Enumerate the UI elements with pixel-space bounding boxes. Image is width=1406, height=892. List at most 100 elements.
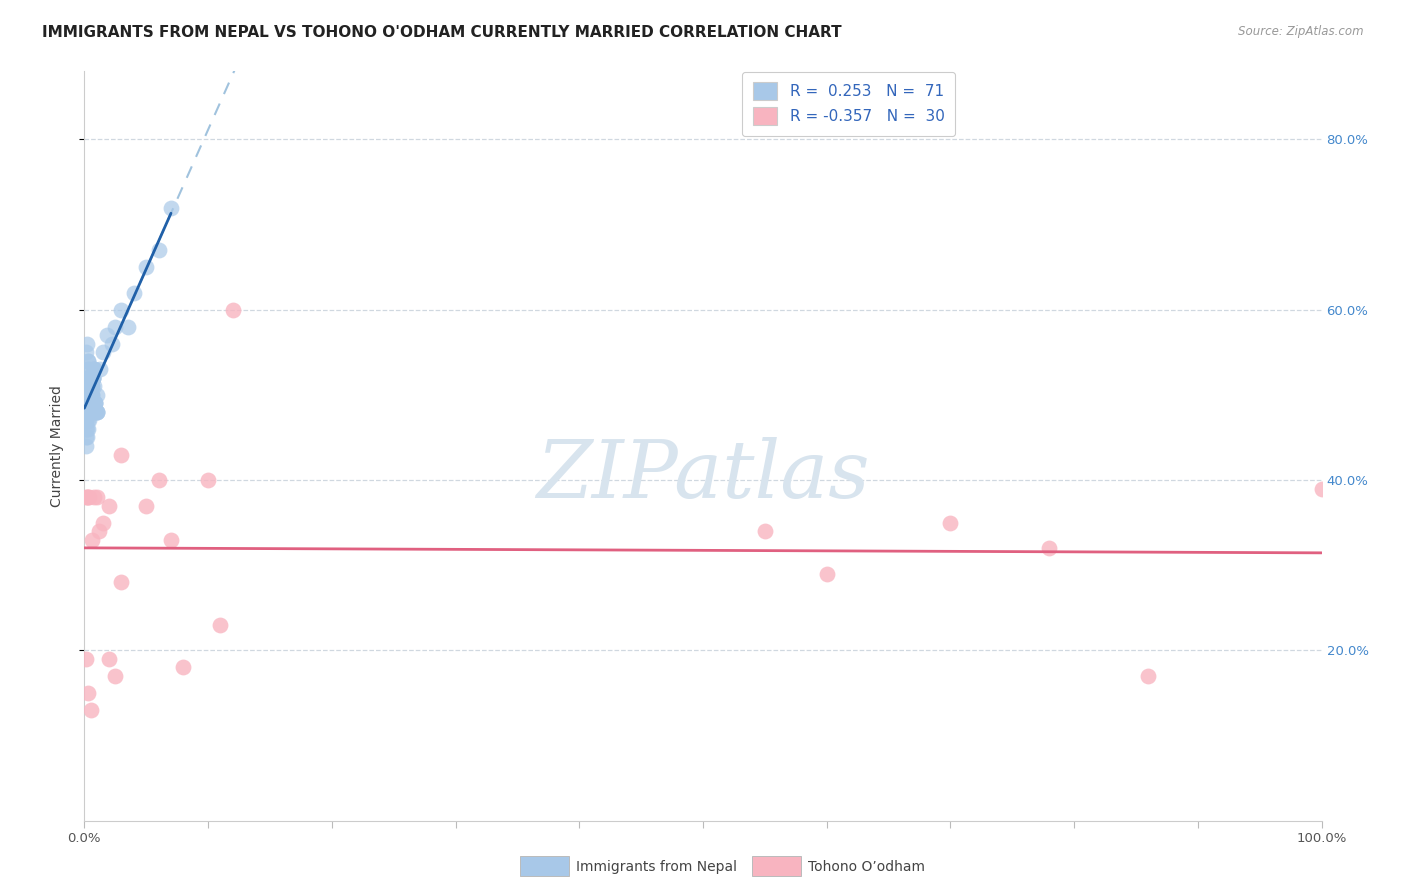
- Point: [76, 371, 98, 385]
- Point: [160, 533, 183, 547]
- Point: [82, 371, 104, 385]
- Point: [75, 430, 97, 444]
- Point: [80, 396, 103, 410]
- Point: [76, 490, 98, 504]
- Point: [80, 388, 103, 402]
- Point: [80, 379, 103, 393]
- Point: [79, 413, 101, 427]
- Point: [939, 516, 962, 530]
- Point: [76, 422, 98, 436]
- Point: [79, 703, 101, 717]
- Point: [77, 354, 100, 368]
- Point: [79, 388, 101, 402]
- Point: [77, 422, 100, 436]
- Point: [209, 617, 232, 632]
- Point: [83, 362, 105, 376]
- Point: [100, 336, 122, 351]
- Point: [75, 490, 97, 504]
- Point: [79, 388, 101, 402]
- Point: [122, 285, 145, 300]
- Point: [89, 362, 111, 376]
- Point: [80, 388, 103, 402]
- Point: [135, 260, 157, 275]
- Point: [89, 524, 111, 538]
- Point: [1038, 541, 1060, 556]
- Point: [82, 371, 104, 385]
- Point: [96, 328, 118, 343]
- Point: [75, 413, 97, 427]
- Point: [84, 396, 107, 410]
- Point: [77, 396, 100, 410]
- Point: [84, 396, 107, 410]
- Point: [75, 396, 97, 410]
- Point: [80, 533, 103, 547]
- Point: [82, 371, 104, 385]
- Point: [79, 490, 101, 504]
- Point: [135, 499, 157, 513]
- Point: [98, 652, 121, 666]
- Point: [76, 388, 98, 402]
- Point: [76, 362, 98, 376]
- Point: [79, 379, 101, 393]
- Point: [79, 371, 101, 385]
- Point: [75, 422, 97, 436]
- Point: [86, 405, 108, 419]
- Point: [75, 413, 97, 427]
- Point: [104, 669, 127, 683]
- Point: [77, 388, 100, 402]
- Point: [86, 405, 108, 419]
- Point: [79, 388, 101, 402]
- Point: [148, 243, 170, 257]
- Point: [86, 490, 108, 504]
- Point: [91, 345, 114, 359]
- Text: IMMIGRANTS FROM NEPAL VS TOHONO O'ODHAM CURRENTLY MARRIED CORRELATION CHART: IMMIGRANTS FROM NEPAL VS TOHONO O'ODHAM …: [42, 25, 842, 40]
- Point: [815, 566, 838, 581]
- Point: [77, 379, 100, 393]
- Point: [77, 490, 100, 504]
- Text: Tohono O’odham: Tohono O’odham: [808, 860, 925, 874]
- Point: [754, 524, 776, 538]
- Point: [80, 379, 103, 393]
- Point: [83, 362, 105, 376]
- Point: [75, 388, 97, 402]
- Point: [1137, 669, 1160, 683]
- Point: [86, 405, 108, 419]
- Point: [79, 362, 101, 376]
- Point: [84, 405, 107, 419]
- Point: [83, 490, 105, 504]
- Point: [77, 413, 100, 427]
- Point: [77, 405, 100, 419]
- Point: [79, 388, 101, 402]
- Point: [76, 405, 98, 419]
- Point: [75, 345, 97, 359]
- Point: [197, 473, 219, 487]
- Point: [75, 652, 97, 666]
- Point: [86, 388, 108, 402]
- Point: [75, 405, 97, 419]
- Point: [160, 201, 183, 215]
- Point: [77, 686, 100, 700]
- Point: [84, 396, 107, 410]
- Point: [104, 319, 127, 334]
- Point: [117, 319, 139, 334]
- Point: [172, 660, 194, 674]
- Point: [76, 371, 98, 385]
- Point: [83, 362, 105, 376]
- Point: [1310, 482, 1333, 496]
- Point: [98, 499, 121, 513]
- Point: [79, 405, 101, 419]
- Legend: R =  0.253   N =  71, R = -0.357   N =  30: R = 0.253 N = 71, R = -0.357 N = 30: [742, 71, 955, 136]
- Y-axis label: Currently Married: Currently Married: [49, 385, 63, 507]
- Point: [110, 448, 132, 462]
- Point: [79, 388, 101, 402]
- Point: [110, 575, 132, 590]
- Point: [75, 388, 97, 402]
- Point: [83, 379, 105, 393]
- Point: [77, 354, 100, 368]
- Text: Immigrants from Nepal: Immigrants from Nepal: [576, 860, 738, 874]
- Point: [76, 405, 98, 419]
- Point: [75, 439, 97, 453]
- Point: [79, 396, 101, 410]
- Point: [79, 379, 101, 393]
- Text: ZIPatlas: ZIPatlas: [536, 437, 870, 515]
